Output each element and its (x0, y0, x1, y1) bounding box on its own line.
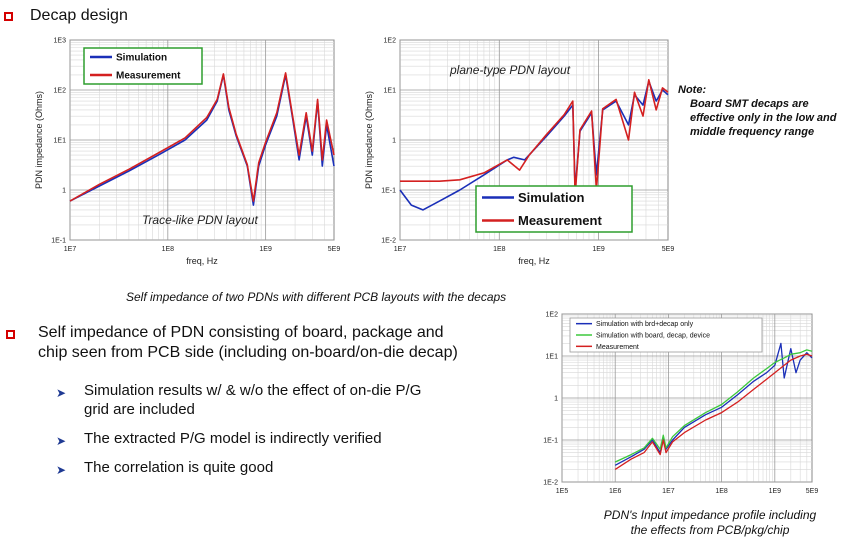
y-tick-label: 1E-1 (51, 238, 66, 245)
x-tick-label: 5E9 (328, 246, 341, 253)
series-line-1 (614, 342, 813, 466)
legend-label: Simulation (518, 190, 585, 205)
arrow-bullet-icon: ➤ (56, 463, 67, 477)
x-tick-label: 1E8 (493, 246, 506, 253)
legend-label: Simulation (116, 53, 167, 64)
x-tick-label: 5E9 (806, 488, 819, 495)
x-tick-label: 5E9 (662, 246, 675, 253)
x-tick-label: 1E6 (609, 488, 622, 495)
note-line-2: effective only in the low and (690, 112, 837, 124)
caption-input-impedance: PDN's Input impedance profile including … (570, 508, 850, 538)
arrow-bullet-icon: ➤ (56, 434, 67, 448)
annotation-plane-type: plane-type PDN layout (449, 63, 571, 77)
y-tick-label: 1E1 (384, 88, 397, 95)
legend-box (569, 317, 763, 353)
x-tick-label: 1E7 (662, 488, 675, 495)
sub1-line-2: grid are included (84, 401, 195, 418)
legend-label: Measurement (518, 213, 602, 228)
chart-input-impedance: 1E2 1E1 1 1E-1 1E-2 1E5 1E6 1E7 1E8 1E9 5E9 Simulat… (536, 308, 820, 498)
caption-two-pdns: Self impedance of two PDNs with differen… (126, 290, 507, 304)
legend-box (475, 185, 633, 233)
x-axis-label: freq, Hz (518, 256, 550, 266)
y-tick-label: 1 (62, 188, 66, 195)
y-tick-label: 1E1 (54, 138, 67, 145)
y-tick-label: 1E1 (546, 354, 559, 361)
annotation-trace-like: Trace-like PDN layout (142, 213, 258, 227)
y-axis-label: PDN impedance (Ohms) (364, 91, 374, 189)
series-line-2 (69, 72, 335, 202)
series-line-2 (614, 349, 813, 463)
y-tick-label: 1E2 (384, 38, 397, 45)
chart-trace-like: 1E3 1E2 1E1 1 1E-1 1E7 1E8 1E9 5E9 freq, Hz PDN im… (26, 34, 346, 284)
sub-bullet-2: The extracted P/G model is indirectly ve… (84, 430, 382, 447)
sub-bullet-1: Simulation results w/ & w/o the effect o… (84, 381, 524, 419)
x-tick-label: 1E5 (556, 488, 569, 495)
y-tick-label: 1E2 (546, 312, 559, 319)
series-line-2 (400, 78, 669, 196)
x-tick-label: 1E9 (592, 246, 605, 253)
arrow-bullet-icon: ➤ (56, 386, 67, 400)
bullet-square-icon (4, 12, 13, 21)
y-tick-label: 1E3 (54, 38, 67, 45)
series-line-3 (614, 353, 813, 470)
legend-label: Simulation with board, decap, device (596, 332, 710, 339)
note-line-1: Board SMT decaps are (690, 98, 809, 110)
x-tick-label: 1E8 (162, 246, 175, 253)
caption2-line-2: the effects from PCB/pkg/chip (630, 523, 790, 537)
x-tick-label: 1E8 (715, 488, 728, 495)
section2-line-2: chip seen from PCB side (including on-bo… (38, 344, 458, 361)
legend-box (83, 47, 203, 85)
sub1-line-1: Simulation results w/ & w/o the effect o… (84, 382, 422, 399)
section-title-decap: Decap design (30, 7, 128, 24)
legend-label: Simulation with brd+decap only (596, 321, 694, 328)
x-tick-label: 1E9 (769, 488, 782, 495)
x-tick-label: 1E7 (394, 246, 407, 253)
section-title-self-impedance: Self impedance of PDN consisting of boar… (38, 323, 538, 363)
y-tick-label: 1 (392, 138, 396, 145)
bullet-square-icon (6, 330, 15, 339)
legend-label: Measurement (116, 71, 181, 82)
note-line-3: middle frequency range (690, 126, 815, 138)
y-tick-label: 1E2 (54, 88, 67, 95)
y-tick-label: 1 (554, 396, 558, 403)
x-tick-label: 1E9 (259, 246, 272, 253)
x-axis-label: freq, Hz (186, 256, 218, 266)
x-tick-label: 1E7 (64, 246, 77, 253)
y-tick-label: 1E-1 (543, 438, 558, 445)
legend-label: Measurement (596, 344, 639, 351)
y-tick-label: 1E-2 (543, 480, 558, 487)
note-box: Note: Board SMT decaps are effective onl… (676, 83, 862, 139)
sub-bullet-3: The correlation is quite good (84, 459, 274, 476)
note-title: Note: (678, 84, 707, 96)
caption2-line-1: PDN's Input impedance profile including (603, 508, 817, 522)
section2-line-1: Self impedance of PDN consisting of boar… (38, 324, 444, 341)
y-tick-label: 1E-1 (381, 188, 396, 195)
chart-plane-type: 1E2 1E1 1 1E-1 1E-2 1E7 1E8 1E9 5E9 freq, Hz PDN i… (352, 34, 682, 284)
y-tick-label: 1E-2 (381, 238, 396, 245)
y-axis-label: PDN impedance (Ohms) (34, 91, 44, 189)
